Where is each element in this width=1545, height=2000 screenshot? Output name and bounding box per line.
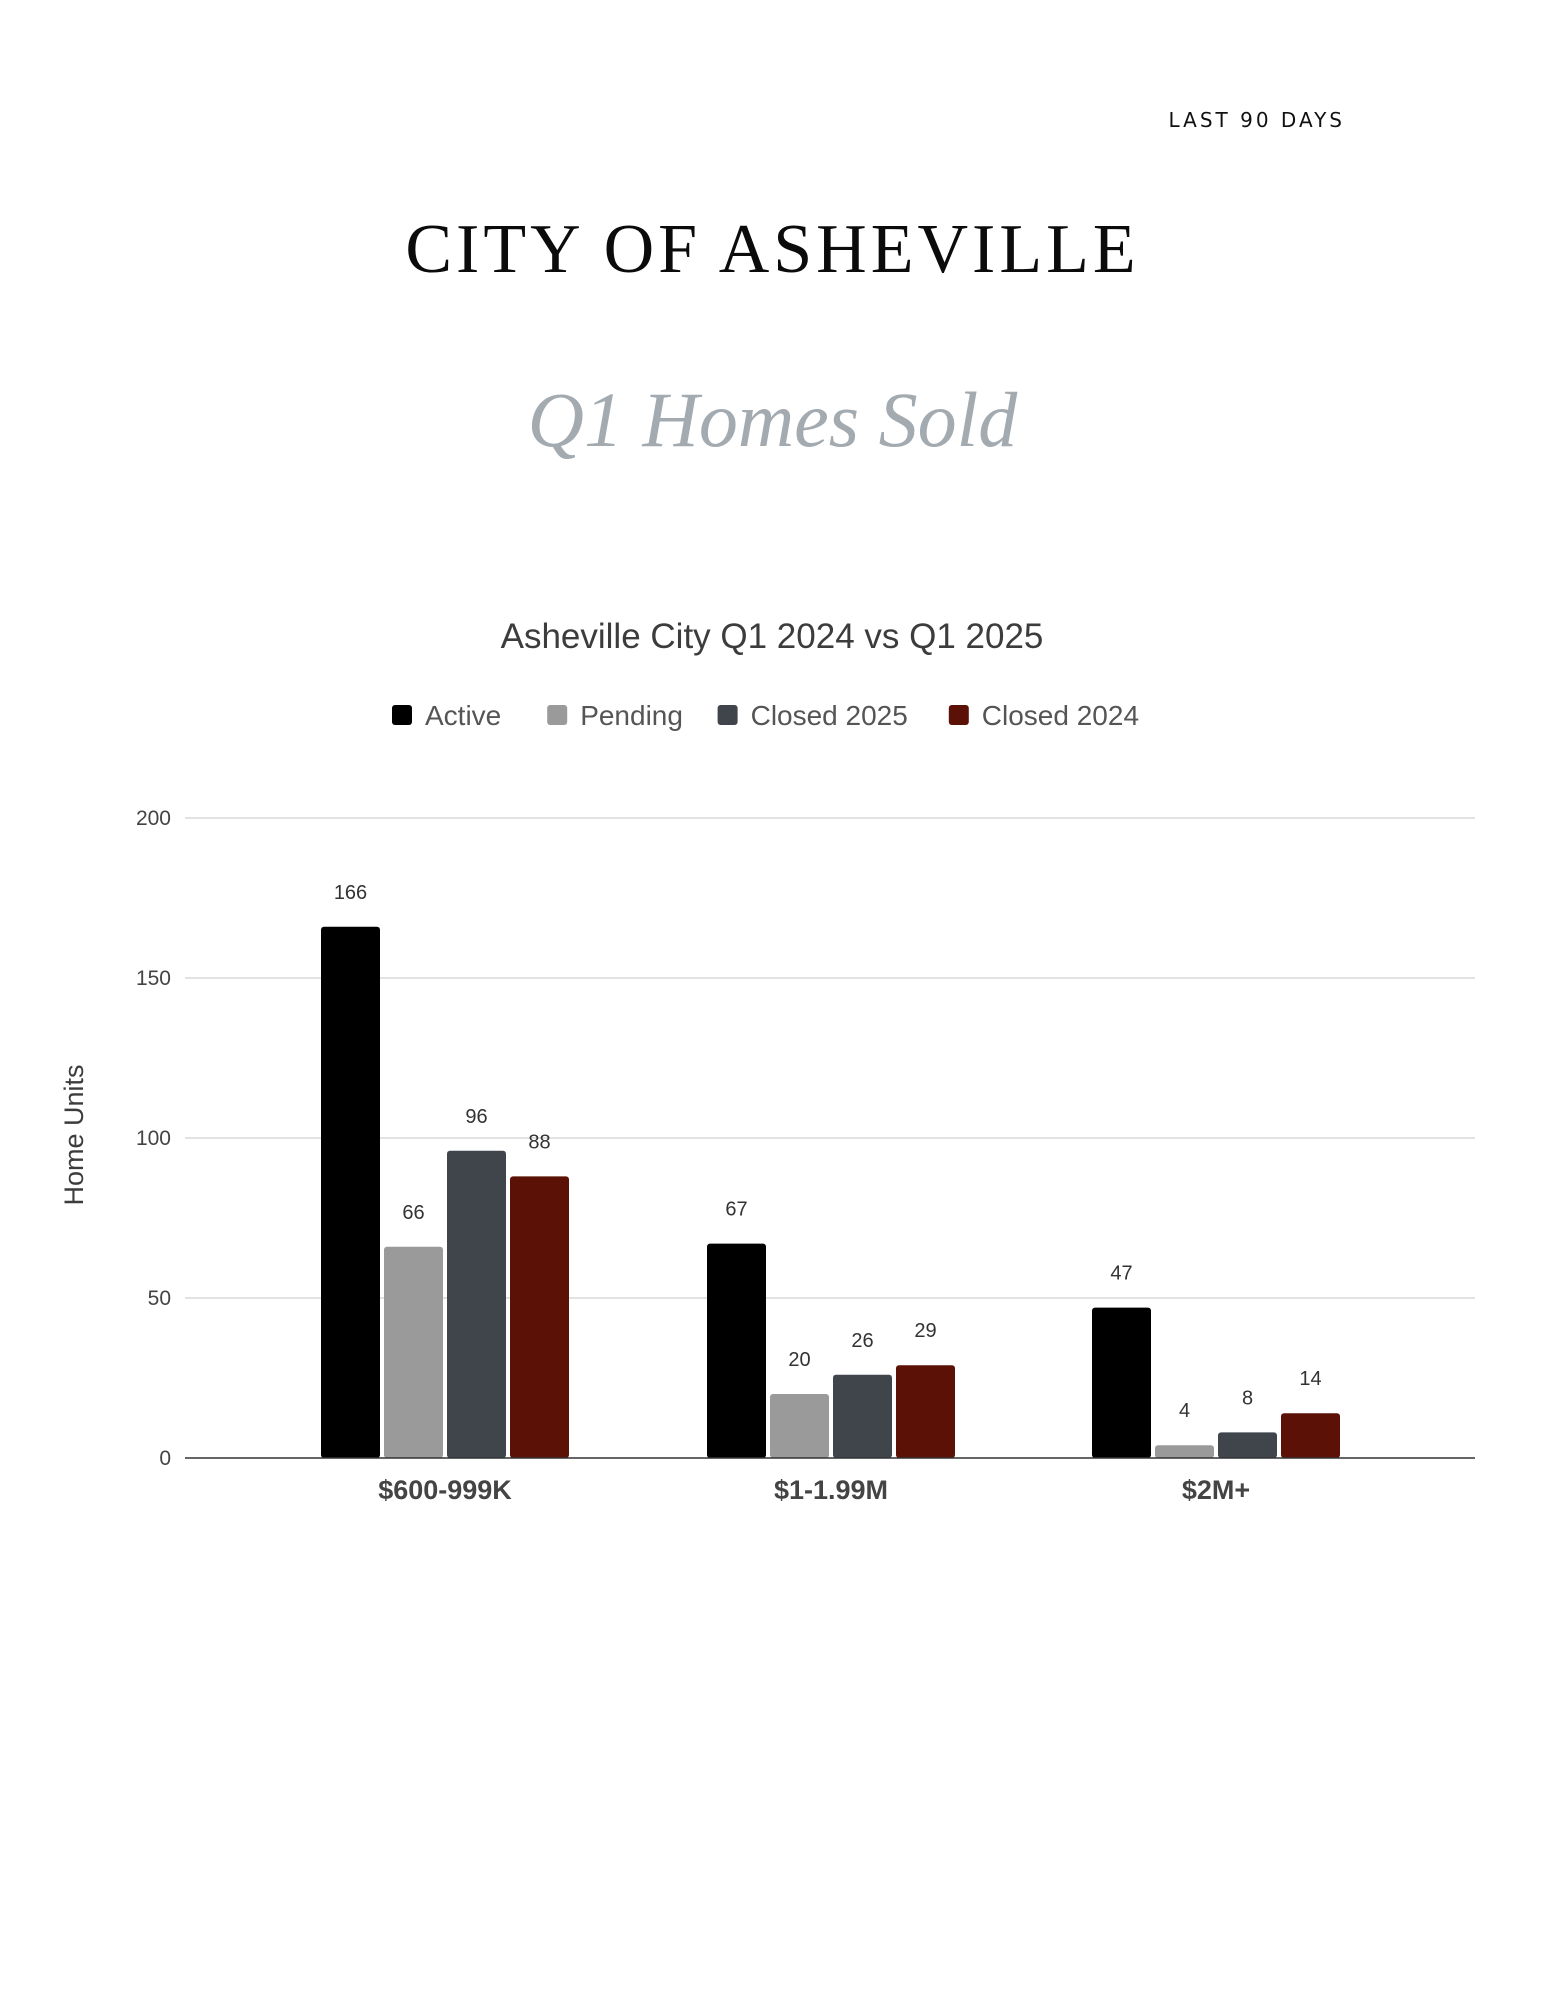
y-axis-label: Home Units	[59, 1064, 89, 1205]
bar	[447, 1150, 506, 1458]
data-label: 88	[528, 1131, 550, 1153]
bar	[770, 1394, 829, 1458]
data-label: 47	[1110, 1263, 1132, 1285]
x-tick-label: $1-1.99M	[774, 1475, 888, 1505]
chart-gridlines	[185, 817, 1475, 1299]
chart-legend: Active Pending Closed 2025 Closed 2024	[392, 700, 1139, 731]
bar-chart: Asheville City Q1 2024 vs Q1 2025 Active…	[59, 617, 1475, 1505]
legend-label: Closed 2024	[982, 700, 1139, 731]
legend-label: Pending	[580, 700, 683, 731]
bar	[896, 1365, 955, 1458]
period-label: LAST 90 DAYS	[1168, 108, 1345, 132]
x-tick-label: $600-999K	[378, 1475, 512, 1505]
chart-bars: 166 66 96 88 67 20 26 29 47 4 8 14	[321, 882, 1340, 1458]
x-tick-label: $2M+	[1182, 1475, 1250, 1505]
data-label: 26	[851, 1330, 873, 1352]
chart-title: Asheville City Q1 2024 vs Q1 2025	[501, 617, 1044, 656]
bar	[510, 1176, 569, 1458]
legend-label: Closed 2025	[751, 700, 908, 731]
bar	[1281, 1413, 1340, 1458]
data-label: 96	[465, 1106, 487, 1128]
y-axis: 0 50 100 150 200	[136, 807, 171, 1470]
chart-container: Asheville City Q1 2024 vs Q1 2025 Active…	[0, 600, 1545, 1560]
y-tick-label: 50	[148, 1287, 171, 1310]
data-label: 20	[788, 1349, 810, 1371]
y-tick-label: 0	[159, 1447, 171, 1470]
legend-item: Closed 2025	[717, 700, 908, 731]
data-label: 166	[334, 882, 367, 904]
legend-swatch	[392, 705, 412, 725]
legend-item: Pending	[547, 700, 683, 731]
y-tick-label: 200	[136, 807, 171, 830]
city-title: CITY OF ASHEVILLE	[405, 211, 1140, 288]
bar	[384, 1246, 443, 1458]
legend-swatch	[948, 705, 969, 725]
legend-label: Active	[425, 700, 501, 731]
bar	[1218, 1432, 1277, 1458]
bar	[1092, 1307, 1151, 1458]
bar	[321, 926, 380, 1458]
page-subtitle: Q1 Homes Sold	[527, 376, 1018, 463]
legend-swatch	[547, 705, 568, 725]
bar	[833, 1374, 892, 1458]
bar	[1155, 1445, 1214, 1458]
x-axis: $600-999K $1-1.99M $2M+	[185, 1457, 1475, 1505]
data-label: 14	[1299, 1368, 1321, 1390]
y-tick-label: 150	[136, 967, 171, 990]
data-label: 8	[1242, 1387, 1253, 1409]
y-tick-label: 100	[136, 1127, 171, 1150]
bar	[707, 1243, 766, 1458]
legend-item: Active	[392, 700, 501, 731]
data-label: 66	[402, 1202, 424, 1224]
legend-item: Closed 2024	[948, 700, 1139, 731]
data-label: 29	[914, 1320, 936, 1342]
data-label: 67	[725, 1199, 747, 1221]
legend-swatch	[717, 705, 738, 725]
data-label: 4	[1179, 1400, 1190, 1422]
